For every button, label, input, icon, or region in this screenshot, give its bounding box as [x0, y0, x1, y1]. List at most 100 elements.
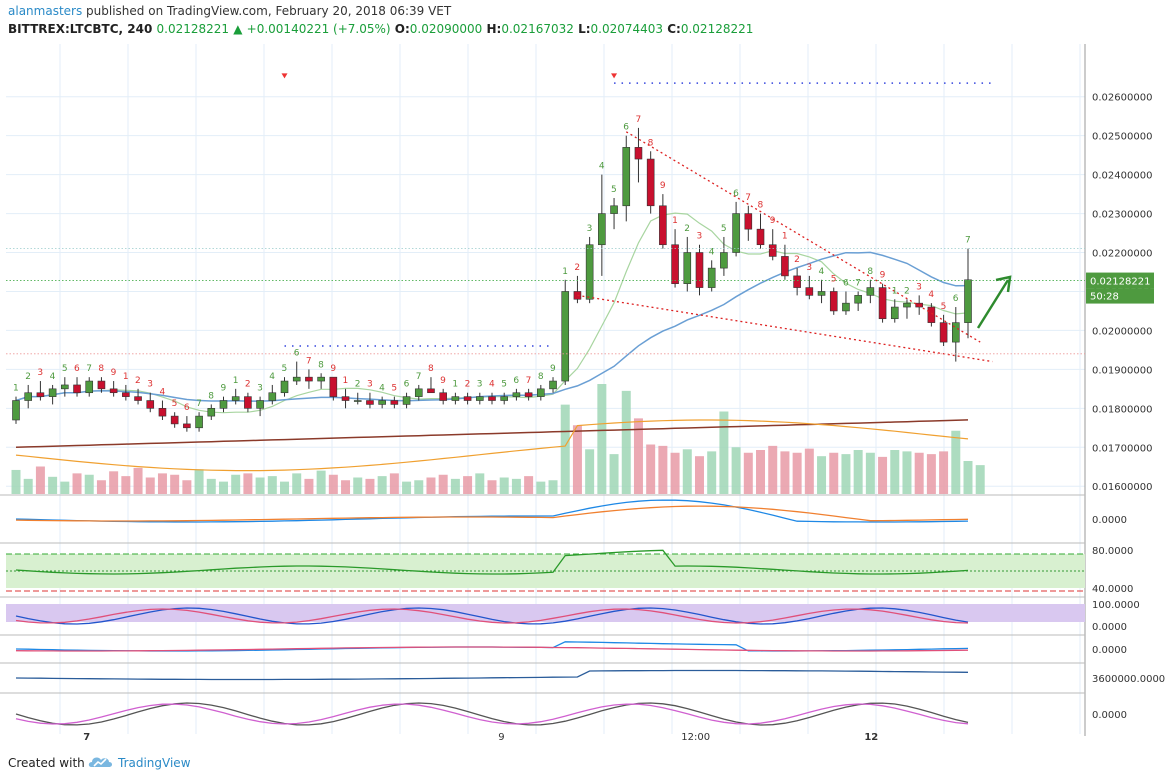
candle-body	[48, 388, 57, 397]
td-count: 2	[465, 380, 471, 390]
volume-ma-line	[15, 419, 969, 472]
candle-body	[610, 205, 618, 214]
td-count: 6	[733, 189, 739, 199]
volume-bar	[780, 451, 790, 494]
volume-bar	[536, 481, 546, 494]
td-count: 6	[623, 123, 629, 133]
td-count: 3	[806, 263, 812, 273]
td-count: 3	[257, 384, 263, 394]
td-count: 1	[343, 376, 349, 386]
tradingview-brand-link[interactable]: TradingView	[118, 756, 191, 770]
volume-bar	[35, 466, 45, 494]
candle	[85, 377, 94, 397]
publish-line: alanmasters published on TradingView.com…	[8, 4, 451, 18]
candle-body	[146, 400, 155, 409]
close-value: 0.02128221	[680, 22, 754, 36]
candle-body	[561, 291, 570, 382]
chart-area[interactable]: 0.02600000 0.02500000 0.02400000 0.02300000…	[0, 44, 1171, 746]
volume-bar	[878, 456, 888, 494]
candle	[170, 412, 179, 428]
candle-body	[195, 415, 203, 429]
td-count: 3	[696, 232, 702, 242]
candle-body	[73, 384, 81, 394]
candle-body	[854, 295, 862, 304]
price-tick-label: 0.02600000	[1092, 93, 1152, 104]
volume-bar	[914, 452, 924, 494]
volume-bar	[48, 476, 58, 494]
td-count: 1	[782, 232, 788, 242]
td-count: 8	[538, 372, 544, 382]
td-count: 4	[159, 388, 165, 398]
candle-body	[842, 302, 850, 312]
chart-header: alanmasters published on TradingView.com…	[0, 0, 1171, 44]
td-count: 2	[794, 255, 800, 265]
volume-bar	[768, 445, 778, 494]
candle	[146, 392, 155, 413]
volume-bar	[389, 473, 399, 494]
candle-body	[329, 376, 338, 397]
candle-body	[707, 267, 716, 288]
rsi-pane-label: 40.0000	[1092, 584, 1133, 595]
candle-body	[451, 396, 460, 401]
sell-marker-icon	[611, 73, 618, 79]
volume-bar	[572, 425, 582, 494]
volume-bar	[206, 478, 216, 494]
td-count: 5	[62, 364, 68, 374]
candle	[537, 384, 545, 401]
candle	[439, 388, 447, 405]
candle	[305, 369, 313, 389]
oscillator-signal-line	[15, 703, 969, 725]
candle-body	[951, 322, 960, 343]
author-link[interactable]: alanmasters	[8, 4, 83, 18]
volume-bar	[487, 480, 497, 494]
volume-bar	[975, 465, 985, 494]
candle	[219, 396, 228, 413]
volume-bar	[499, 477, 509, 494]
td-count: 8	[98, 364, 104, 374]
candle-body	[402, 396, 411, 405]
volume-bar	[609, 454, 619, 494]
td-count: 6	[953, 294, 959, 304]
td-count: 9	[880, 271, 886, 281]
td-count: 2	[574, 263, 580, 273]
td-count: 8	[428, 364, 434, 374]
candle	[634, 127, 643, 183]
td-count: 5	[941, 302, 947, 312]
candle-body	[805, 287, 814, 296]
volume-bar	[23, 478, 33, 494]
volume-bar	[243, 473, 253, 494]
macd-signal-line	[15, 505, 969, 522]
candle-body	[158, 408, 167, 417]
publish-info: published on TradingView.com, February 2…	[86, 4, 452, 18]
candle	[231, 388, 240, 405]
volume-bar	[646, 444, 656, 494]
candle-body	[659, 205, 667, 246]
price-tick-label: 0.01700000	[1092, 443, 1152, 454]
td-count: 1	[233, 376, 239, 386]
volume-bar	[633, 418, 643, 494]
td-count: 7	[965, 236, 971, 246]
td-count: 7	[855, 278, 861, 288]
volume-bar	[707, 451, 717, 494]
td-count: 2	[245, 380, 251, 390]
volume-bar	[694, 456, 704, 494]
candle-body	[280, 380, 289, 394]
candle	[939, 314, 948, 346]
volume-bar	[792, 452, 802, 494]
candle	[390, 396, 399, 409]
candle	[97, 377, 106, 393]
candle-body	[622, 147, 631, 207]
candle	[842, 291, 850, 315]
td-count: 5	[501, 380, 507, 390]
volume-bar	[719, 411, 729, 494]
td-count: 4	[599, 162, 605, 172]
td-count: 8	[208, 391, 214, 401]
td-count: 4	[50, 372, 56, 382]
candle	[610, 198, 618, 230]
td-count: 6	[513, 376, 519, 386]
candle-body	[366, 400, 374, 405]
candle-body	[207, 408, 216, 417]
volume-bar	[438, 474, 448, 494]
volume-bar	[585, 449, 595, 494]
candle-body	[890, 306, 899, 320]
